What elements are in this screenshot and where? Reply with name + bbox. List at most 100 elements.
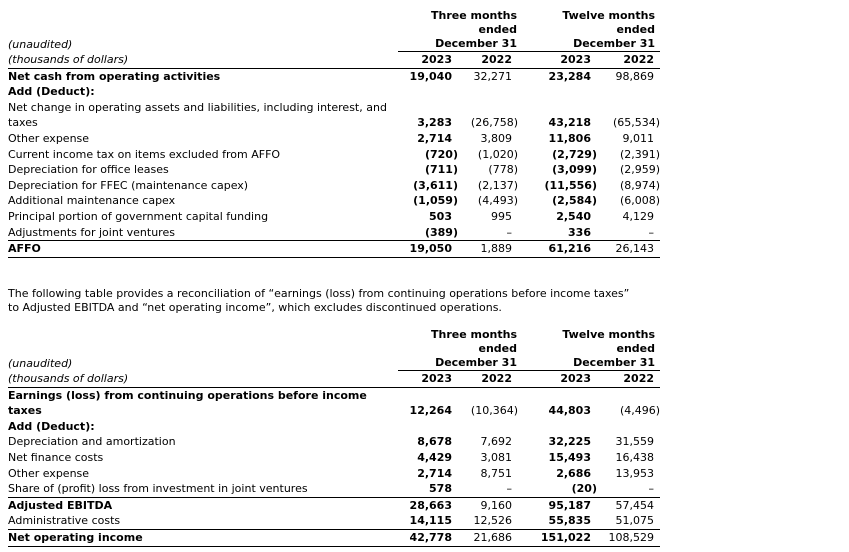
column-group-line: ended [478, 342, 518, 355]
column-group-line: ended [616, 342, 656, 355]
value-cell: 3,283 [417, 116, 452, 130]
value-cell: 21,686 [458, 529, 518, 547]
value-cell: 7,692 [480, 435, 513, 449]
table-row: Depreciation and amortization 8,678 7,692 3… [8, 434, 660, 450]
value-cell: 32,271 [473, 69, 513, 83]
row-label: Depreciation for office leases [8, 163, 169, 177]
note: (unaudited) [8, 37, 73, 51]
value-cell: 1,889 [458, 240, 518, 258]
table-row: Net cash from operating activities 19,040… [8, 68, 660, 84]
value-cell: (2,137) [477, 178, 518, 192]
column-group-line: ended [616, 23, 656, 36]
value-cell: 57,454 [615, 498, 655, 512]
value-cell: (8,974) [619, 178, 661, 192]
value-cell: (389) [398, 224, 458, 242]
value-cell: 95,187 [548, 498, 591, 512]
empty-cell [458, 84, 518, 100]
empty-cell [518, 419, 597, 435]
value-cell: (65,534) [612, 116, 661, 130]
value-cell: 43,218 [548, 116, 591, 130]
row-label: Net cash from operating activities [8, 69, 221, 83]
row-label: Additional maintenance capex [8, 194, 176, 208]
header-row: (unaudited) Three months ended December 31 T… [8, 9, 661, 52]
value-cell: 8,751 [480, 466, 513, 480]
value-cell: (3,611) [413, 178, 458, 192]
table-row: Add (Deduct): [8, 419, 660, 435]
row-label: Principal portion of government capital … [8, 209, 269, 223]
column-group-line: Three months [431, 9, 517, 22]
value-cell: 42,778 [398, 529, 458, 547]
value-cell: (1,020) [477, 147, 518, 161]
column-group: Three months ended December 31 [398, 9, 518, 52]
value-cell: 151,022 [518, 529, 597, 547]
table-body: (unaudited) Three months ended December 31 T… [8, 9, 661, 258]
value-cell: (2,959) [619, 163, 661, 177]
year-header: 2022 [597, 370, 661, 388]
value-cell: – [458, 481, 518, 498]
table-row: Share of (profit) loss from investment i… [8, 481, 661, 498]
value-cell: (6,008) [619, 194, 661, 208]
table-row: Principal portion of government capital … [8, 209, 660, 225]
value-cell: (2,729) [552, 147, 597, 161]
row-label: Administrative costs [8, 513, 398, 530]
column-group: Twelve months ended December 31 [518, 9, 661, 52]
value-cell: 12,264 [409, 404, 452, 418]
value-cell: (2,391) [619, 147, 661, 161]
empty-cell [458, 419, 518, 435]
value-cell: – [458, 224, 518, 242]
empty-cell [597, 419, 660, 435]
value-cell: (2,584) [552, 194, 597, 208]
year-header: 2022 [458, 370, 518, 388]
value-cell: 9,011 [622, 131, 655, 145]
value-cell: 9,160 [480, 498, 513, 512]
table-body: (unaudited) Three months ended December 31 T… [8, 328, 661, 547]
value-cell: 44,803 [548, 404, 591, 418]
value-cell: 14,115 [398, 513, 458, 530]
value-cell: (20) [518, 481, 597, 498]
financial-table: (unaudited) Three months ended December 31 T… [8, 328, 661, 547]
column-group-line: Three months [431, 328, 517, 341]
column-group-line: December 31 [573, 37, 656, 50]
column-group: Twelve months ended December 31 [518, 328, 661, 371]
value-cell: 2,540 [556, 209, 591, 223]
row-label: Net operating income [8, 529, 398, 547]
note: (unaudited) [8, 356, 73, 370]
note: (thousands of dollars) [8, 51, 398, 69]
value-cell: (720) [424, 147, 458, 161]
column-group-line: December 31 [435, 356, 517, 369]
value-cell: (778) [488, 163, 518, 177]
value-cell: 8,678 [417, 435, 452, 449]
value-cell: 578 [398, 481, 458, 498]
value-cell: (1,059) [413, 194, 458, 208]
header-row: (unaudited) Three months ended December 31 T… [8, 328, 661, 371]
row-label: Current income tax on items excluded fro… [8, 147, 281, 161]
row-label: AFFO [8, 240, 398, 258]
row-label: Other expense [8, 466, 90, 480]
value-cell: 51,075 [597, 513, 661, 530]
year-header: 2023 [398, 370, 458, 388]
value-cell: 2,714 [417, 466, 452, 480]
value-cell: 23,284 [548, 69, 591, 83]
table-row: Add (Deduct): [8, 84, 660, 100]
note: (thousands of dollars) [8, 370, 398, 388]
paragraph: The following table provides a reconcili… [8, 287, 630, 314]
table-row: Additional maintenance capex (1,059) (4,49… [8, 193, 660, 209]
value-cell: 4,129 [622, 209, 655, 223]
value-cell: 61,216 [518, 240, 597, 258]
year-header: 2022 [597, 51, 661, 69]
column-group-line: December 31 [573, 356, 656, 369]
table-row: Adjusted EBITDA 28,663 9,160 95,187 57,454 [8, 497, 660, 513]
value-cell: 26,143 [597, 240, 661, 258]
table-row: Administrative costs 14,115 12,526 55,835 51… [8, 513, 661, 530]
row-label: Depreciation for FFEC (maintenance capex… [8, 178, 249, 192]
value-cell: 11,806 [548, 131, 591, 145]
value-cell: 32,225 [548, 435, 591, 449]
value-cell: 503 [429, 209, 452, 223]
value-cell: 19,040 [409, 69, 452, 83]
value-cell: 19,050 [398, 240, 458, 258]
value-cell: 2,686 [556, 466, 591, 480]
value-cell: (4,493) [477, 194, 518, 208]
row-label: Depreciation and amortization [8, 435, 176, 449]
column-group-line: December 31 [435, 37, 517, 50]
